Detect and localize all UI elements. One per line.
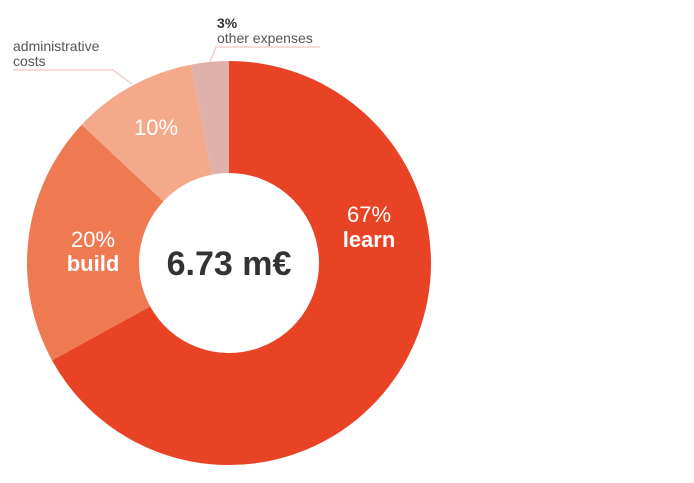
learn-label: learn — [343, 227, 396, 252]
slice-learn — [51, 61, 432, 466]
slice-administrative-costs — [81, 64, 213, 202]
learn-percent: 67% — [347, 202, 391, 227]
other-percent: 3% — [217, 15, 238, 31]
slice-other-expenses — [191, 61, 229, 175]
admin-label-line1: administrative — [13, 38, 100, 54]
slice-build — [27, 124, 164, 361]
other-label: other expenses — [217, 30, 313, 46]
admin-label-line2: costs — [13, 53, 46, 69]
other-callout-line — [209, 46, 320, 63]
center-label: 6.73 m€ — [167, 245, 292, 283]
build-label: build — [67, 251, 120, 276]
admin-percent: 10% — [134, 115, 178, 140]
admin-callout-line — [13, 69, 133, 85]
build-percent: 20% — [71, 227, 115, 252]
